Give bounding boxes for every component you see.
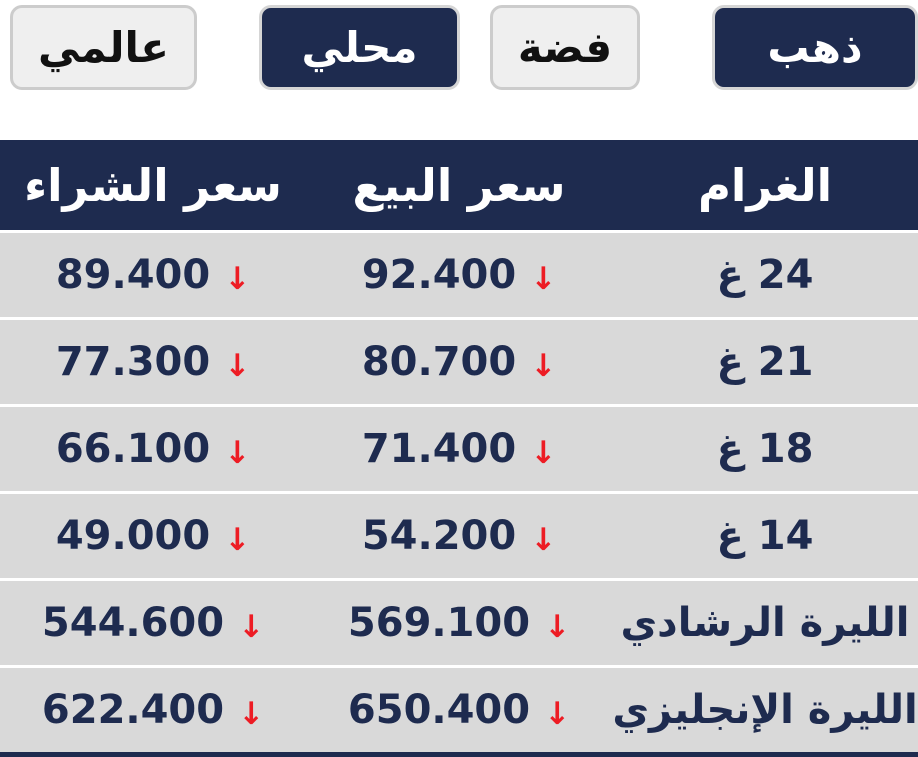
sell-price-value: 92.400 xyxy=(361,252,517,298)
sell-price-value: 54.200 xyxy=(361,513,517,559)
gram-label: 14 غ xyxy=(716,513,814,559)
buy-price-cell: 544.600 ↓ xyxy=(0,581,306,665)
sell-price-cell: 569.100 ↓ xyxy=(306,581,612,665)
sell-price-cell: 54.200 ↓ xyxy=(306,494,612,578)
bottom-navy-strip xyxy=(0,752,918,757)
buy-price-value: 66.100 xyxy=(55,426,211,472)
buy-price-cell: 66.100 ↓ xyxy=(0,407,306,491)
down-arrow-icon: ↓ xyxy=(544,609,571,645)
down-arrow-icon: ↓ xyxy=(530,261,557,297)
table-row: 89.400 ↓ 92.400 ↓ 24 غ xyxy=(0,233,918,317)
sell-price-cell: 71.400 ↓ xyxy=(306,407,612,491)
buy-price-cell: 622.400 ↓ xyxy=(0,668,306,752)
down-arrow-icon: ↓ xyxy=(224,261,251,297)
down-arrow-icon: ↓ xyxy=(530,522,557,558)
table-row: 66.100 ↓ 71.400 ↓ 18 غ xyxy=(0,407,918,491)
tab-local[interactable]: محلي xyxy=(259,5,460,90)
sell-price-cell: 80.700 ↓ xyxy=(306,320,612,404)
buy-price-value: 49.000 xyxy=(55,513,211,559)
down-arrow-icon: ↓ xyxy=(224,348,251,384)
sell-price-value: 569.100 xyxy=(347,600,531,646)
down-arrow-icon: ↓ xyxy=(224,522,251,558)
down-arrow-icon: ↓ xyxy=(224,435,251,471)
table-header-row: سعر الشراء سعر البيع الغرام xyxy=(0,140,918,230)
tab-gold[interactable]: ذهب xyxy=(712,5,918,90)
gram-label: 18 غ xyxy=(716,426,814,472)
gram-label: الليرة الإنجليزي xyxy=(612,687,918,733)
buy-price-cell: 49.000 ↓ xyxy=(0,494,306,578)
buy-price-value: 89.400 xyxy=(55,252,211,298)
buy-price-cell: 77.300 ↓ xyxy=(0,320,306,404)
sell-price-cell: 650.400 ↓ xyxy=(306,668,612,752)
sell-price-value: 650.400 xyxy=(347,687,531,733)
down-arrow-icon: ↓ xyxy=(238,696,265,732)
table-row: 622.400 ↓ 650.400 ↓ الليرة الإنجليزي xyxy=(0,668,918,752)
category-tabs: عالمي محلي فضة ذهب xyxy=(0,5,918,90)
buy-price-value: 622.400 xyxy=(41,687,225,733)
tab-global[interactable]: عالمي xyxy=(10,5,197,90)
down-arrow-icon: ↓ xyxy=(530,348,557,384)
header-sell-price: سعر البيع xyxy=(352,158,566,212)
sell-price-value: 80.700 xyxy=(361,339,517,385)
tab-silver[interactable]: فضة xyxy=(490,5,640,90)
table-row: 77.300 ↓ 80.700 ↓ 21 غ xyxy=(0,320,918,404)
buy-price-value: 544.600 xyxy=(41,600,225,646)
buy-price-value: 77.300 xyxy=(55,339,211,385)
gram-label: الليرة الرشادي xyxy=(620,600,910,646)
down-arrow-icon: ↓ xyxy=(544,696,571,732)
header-buy-price: سعر الشراء xyxy=(24,158,282,212)
table-row: 49.000 ↓ 54.200 ↓ 14 غ xyxy=(0,494,918,578)
gram-label: 21 غ xyxy=(716,339,814,385)
gram-label: 24 غ xyxy=(716,252,814,298)
gold-price-table: سعر الشراء سعر البيع الغرام 89.400 ↓ 92.… xyxy=(0,140,918,752)
buy-price-cell: 89.400 ↓ xyxy=(0,233,306,317)
sell-price-value: 71.400 xyxy=(361,426,517,472)
down-arrow-icon: ↓ xyxy=(238,609,265,645)
down-arrow-icon: ↓ xyxy=(530,435,557,471)
sell-price-cell: 92.400 ↓ xyxy=(306,233,612,317)
header-gram: الغرام xyxy=(697,158,833,212)
table-row: 544.600 ↓ 569.100 ↓ الليرة الرشادي xyxy=(0,581,918,665)
